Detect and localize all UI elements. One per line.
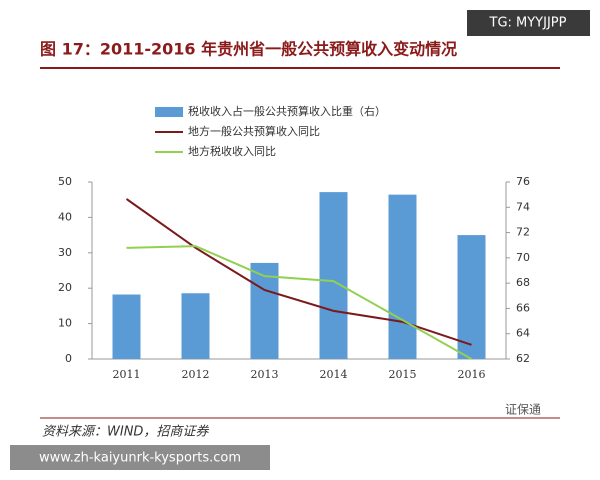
x-tick-label: 2014: [320, 368, 348, 381]
y2-tick-label: 72: [516, 226, 530, 239]
bar: [319, 192, 348, 359]
line: [126, 245, 472, 360]
bar: [250, 262, 279, 359]
y2-tick-label: 74: [516, 200, 530, 213]
y-tick-label: 20: [58, 281, 72, 294]
y-tick-label: 40: [58, 210, 72, 223]
chart-title: 图 17：2011-2016 年贵州省一般公共预算收入变动情况: [40, 40, 457, 59]
y2-tick-label: 76: [516, 175, 530, 188]
y-tick-label: 50: [58, 175, 72, 188]
line: [125, 198, 472, 346]
y2-tick-label: 68: [516, 276, 530, 289]
legend-label: 地方一般公共预算收入同比: [188, 124, 320, 138]
legend-swatch: [155, 107, 183, 117]
legend-label: 地方税收收入同比: [188, 144, 276, 158]
url-box: [10, 445, 270, 470]
x-tick-label: 2011: [113, 368, 141, 381]
logo: 证保通: [505, 403, 541, 417]
bar: [388, 194, 417, 359]
legend-label: 税收收入占一般公共预算收入比重（右）: [188, 104, 386, 118]
x-tick-label: 2016: [458, 368, 486, 381]
x-tick-label: 2015: [389, 368, 417, 381]
y-tick-label: 10: [58, 317, 72, 330]
bar: [181, 293, 210, 359]
y-tick-label: 0: [65, 352, 72, 365]
x-tick-label: 2013: [251, 368, 279, 381]
bar: [457, 235, 486, 359]
source: 资料来源：WIND，招商证券: [42, 425, 209, 440]
y2-tick-label: 66: [516, 301, 530, 314]
url: www.zh-kaiyunrk-kysports.com: [39, 451, 241, 466]
y2-tick-label: 62: [516, 352, 530, 365]
y2-tick-label: 70: [516, 251, 530, 264]
x-tick-label: 2012: [182, 368, 210, 381]
watermark-box: [467, 10, 590, 36]
y-tick-label: 30: [58, 246, 72, 259]
watermark: TG: MYYJJPP: [489, 16, 567, 31]
bar: [112, 294, 141, 359]
y2-tick-label: 64: [516, 327, 530, 340]
